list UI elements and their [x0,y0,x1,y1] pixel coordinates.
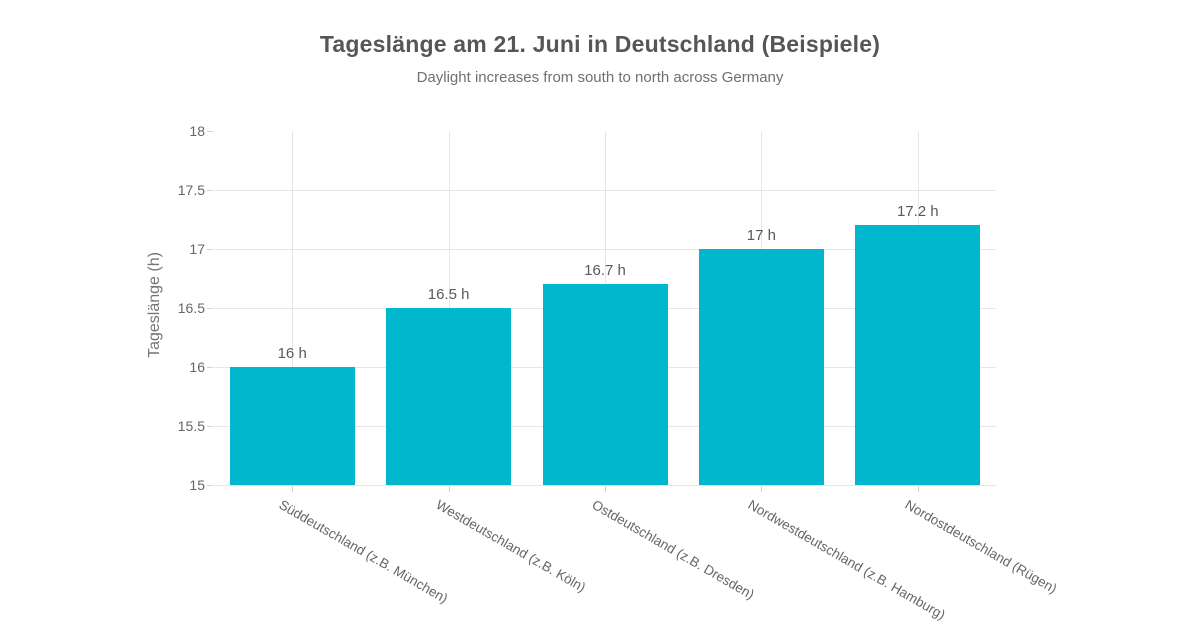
y-tick-label: 17.5 [177,182,205,198]
bar-value-label: 16 h [277,345,307,362]
y-tick [207,190,213,191]
y-tick-label: 16 [189,359,205,375]
y-tick-label: 15.5 [177,418,205,434]
x-tick [292,486,294,492]
x-tick-label: Ostdeutschland (z.B. Dresden) [589,497,757,603]
bar [229,367,355,485]
y-tick [207,249,213,250]
y-tick-label: 16.5 [177,300,205,316]
bar [855,225,981,485]
x-tick-label: Süddeutschland (z.B. München) [276,497,451,607]
x-tick [605,486,606,492]
x-tick [448,486,450,492]
chart-title: Tageslänge am 21. Juni in Deutschland (B… [319,31,881,57]
y-tick [207,426,213,427]
x-tick [761,486,763,492]
x-tick-label: Westdeutschland (z.B. Köln) [433,497,588,596]
bar [386,308,512,485]
v-gridline [292,131,294,485]
x-tick-label: Nordostdeutschland (Rügen) [902,497,1060,597]
chart-subtitle: Daylight increases from south to north a… [416,69,784,86]
y-tick-label: 18 [189,123,205,139]
y-tick-label: 15 [189,477,205,493]
bar-value-label: 17.2 h [896,203,939,221]
bar [542,284,668,485]
bar [698,249,824,485]
h-gridline [214,485,996,486]
x-tick [917,486,919,492]
y-tick [207,308,213,309]
y-tick-label: 17 [189,241,205,257]
y-tick [207,131,213,132]
bar-value-label: 17 h [746,227,776,244]
y-tick [207,367,213,368]
bar-value-label: 16.5 h [427,286,470,303]
bar-value-label: 16.7 h [584,262,626,280]
y-tick [207,485,213,486]
